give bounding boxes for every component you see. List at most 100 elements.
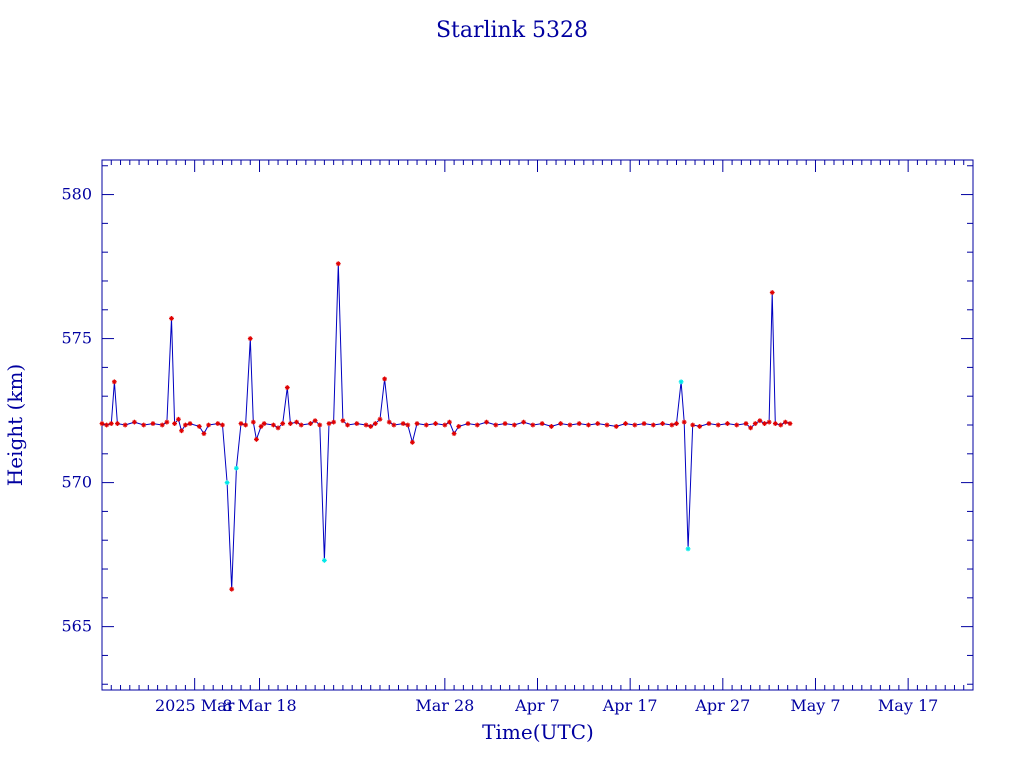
plot-frame — [101, 159, 974, 691]
data-point-stroke — [415, 421, 420, 426]
data-point-stroke — [271, 422, 276, 428]
data-point — [164, 419, 170, 425]
data-point-stroke — [787, 421, 793, 426]
data-point-stroke — [690, 422, 695, 428]
data-point — [632, 422, 638, 428]
data-point — [238, 421, 244, 426]
data-point-stroke — [336, 261, 341, 266]
data-point — [201, 431, 207, 437]
data-point — [258, 424, 264, 429]
data-point-stroke — [276, 425, 281, 430]
data-point — [521, 419, 527, 425]
data-point — [340, 418, 346, 424]
data-point-stroke — [132, 420, 137, 425]
data-point-stroke — [285, 385, 290, 390]
data-point-stroke — [642, 421, 647, 426]
data-point — [104, 422, 110, 428]
data-point-stroke — [433, 421, 438, 426]
data-point-stroke — [368, 424, 373, 429]
data-point — [172, 421, 177, 426]
data-point — [511, 422, 517, 428]
data-point — [308, 421, 313, 426]
data-point-stroke — [770, 290, 775, 295]
data-point — [368, 424, 374, 429]
data-point — [111, 379, 117, 385]
data-point — [752, 421, 758, 426]
data-point — [298, 422, 304, 428]
data-point-stroke — [697, 424, 702, 429]
data-point — [548, 424, 554, 429]
series-group — [99, 261, 793, 592]
data-point-stroke — [686, 546, 691, 551]
data-point — [179, 428, 184, 434]
data-point-stroke — [669, 422, 674, 428]
data-point-stroke — [632, 422, 637, 428]
data-point — [176, 416, 181, 422]
data-point-stroke — [391, 422, 396, 428]
data-point — [623, 421, 628, 426]
data-point-stroke — [521, 420, 526, 425]
data-point-stroke — [160, 422, 165, 428]
x-axis-label: Time(UTC) — [482, 720, 594, 744]
data-point — [769, 290, 775, 295]
data-point — [187, 421, 193, 426]
data-point-stroke — [424, 422, 429, 428]
data-point-stroke — [308, 421, 313, 426]
data-point — [294, 419, 299, 425]
data-point-stroke — [234, 466, 239, 471]
y-axis: 565 570 575 580 — [61, 165, 973, 685]
data-point — [604, 422, 610, 428]
data-point — [685, 546, 691, 552]
data-point-stroke — [254, 437, 259, 442]
data-point — [715, 422, 721, 428]
data-point-stroke — [674, 421, 679, 426]
data-point — [250, 419, 256, 425]
data-point — [280, 421, 286, 426]
data-point-stroke — [150, 421, 155, 426]
data-point-stroke — [123, 422, 128, 428]
data-point — [254, 437, 259, 442]
data-point — [558, 421, 564, 426]
y-tick-label: 570 — [61, 473, 92, 492]
y-tick-label: 580 — [61, 185, 92, 204]
data-point-stroke — [762, 421, 767, 426]
data-point-stroke — [558, 421, 563, 426]
data-point — [391, 422, 397, 428]
data-point — [182, 422, 188, 428]
data-point — [345, 422, 350, 428]
data-point — [414, 421, 420, 426]
data-point-stroke — [229, 587, 234, 592]
data-point-stroke — [595, 421, 600, 426]
data-point — [613, 424, 619, 429]
data-point-stroke — [475, 422, 480, 428]
data-point-stroke — [679, 379, 684, 384]
data-point — [456, 424, 462, 429]
data-point-stroke — [503, 421, 508, 426]
data-point — [690, 422, 696, 428]
data-point — [530, 422, 536, 428]
data-point-stroke — [757, 418, 762, 423]
data-point — [288, 421, 293, 426]
y-tick-label: 565 — [61, 617, 92, 636]
data-point — [331, 419, 337, 425]
data-point — [748, 425, 754, 431]
data-point — [363, 422, 369, 428]
data-point — [433, 421, 438, 426]
data-point — [108, 421, 114, 426]
data-point — [474, 422, 480, 428]
data-point-stroke — [354, 421, 359, 426]
data-point-stroke — [322, 558, 327, 563]
data-point-stroke — [767, 420, 772, 425]
data-point — [778, 422, 784, 428]
data-point-stroke — [452, 431, 457, 436]
data-point-stroke — [682, 420, 687, 425]
data-point-stroke — [748, 425, 753, 430]
data-point — [669, 422, 675, 428]
data-point — [206, 422, 211, 428]
data-point-stroke — [577, 421, 582, 426]
data-point-stroke — [725, 421, 730, 426]
data-point — [150, 421, 156, 426]
data-point — [317, 422, 323, 428]
data-point-stroke — [248, 336, 253, 341]
